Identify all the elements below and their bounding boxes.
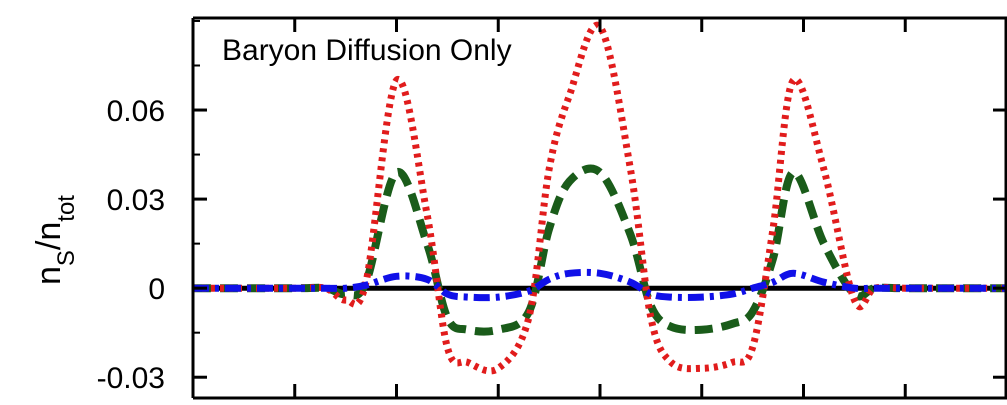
series-layer — [193, 21, 1007, 375]
y-axis-label-text: nS/ntot — [30, 195, 80, 285]
annotation-text: Baryon Diffusion Only — [222, 34, 512, 67]
y-tick-label: -0.03 — [97, 362, 165, 395]
series-line-dotted — [193, 21, 1007, 375]
y-tick-label: 0 — [148, 273, 165, 306]
y-tick-label: 0.06 — [107, 95, 165, 128]
y-axis-label: nS/ntot — [30, 195, 80, 285]
y-axis-label-main: n — [30, 266, 68, 285]
axis-ticks: 0.06 0.03 0 -0.03 — [97, 18, 1007, 398]
y-axis-label-mid: /n — [30, 222, 68, 250]
y-axis-label-sub1: S — [53, 250, 80, 266]
y-tick-label: 0.03 — [107, 184, 165, 217]
y-axis-label-sub2: tot — [53, 195, 80, 222]
series-line-dashdot — [193, 268, 1007, 302]
series-line-dashed — [193, 164, 1007, 336]
plot-frame — [191, 16, 1007, 400]
